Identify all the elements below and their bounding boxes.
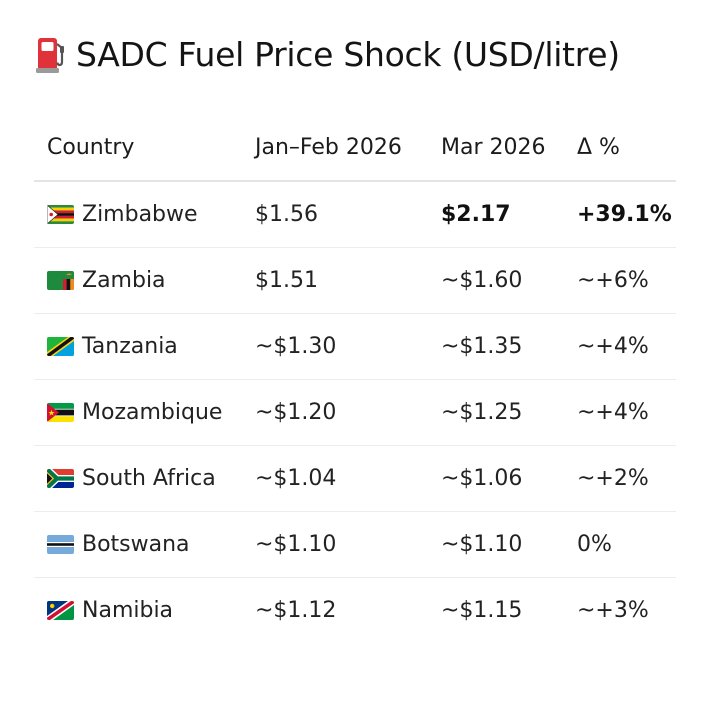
tanzania-flag-icon xyxy=(47,337,74,356)
cell-change-percent: ~+4% xyxy=(564,379,676,446)
table-row: Namibia ~$1.12 ~$1.15 ~+3% xyxy=(34,578,676,644)
table-header-row: Country Jan–Feb 2026 Mar 2026 Δ % xyxy=(34,114,676,182)
cell-jan-feb-price: ~$1.12 xyxy=(255,598,337,623)
cell-mar-price: ~$1.10 xyxy=(428,511,564,578)
cell-country: Zimbabwe xyxy=(34,181,242,248)
cell-mar-price: ~$1.15 xyxy=(441,598,523,623)
country-name: Tanzania xyxy=(82,334,178,359)
cell-country: Namibia xyxy=(34,578,242,644)
country-name: Botswana xyxy=(82,532,190,557)
zambia-flag-icon xyxy=(47,271,74,290)
table-row: Zimbabwe $1.56 $2.17 +39.1% xyxy=(34,181,676,248)
botswana-flag-icon xyxy=(47,535,74,554)
cell-jan-feb-price: ~$1.04 xyxy=(242,445,428,512)
cell-country: Tanzania xyxy=(34,313,242,380)
country-name: South Africa xyxy=(82,466,216,491)
column-header: Country xyxy=(34,114,242,182)
country-name: Namibia xyxy=(82,598,174,623)
country-name: Zimbabwe xyxy=(82,202,198,227)
table-row: Tanzania ~$1.30 ~$1.35 ~+4% xyxy=(34,313,676,380)
table-row: South Africa ~$1.04 ~$1.06 ~+2% xyxy=(34,445,676,512)
cell-jan-feb-price: ~$1.10 xyxy=(242,511,428,578)
fuel-pump-icon xyxy=(36,34,66,74)
cell-mar-price: ~$1.06 xyxy=(428,445,564,512)
cell-country: Botswana xyxy=(34,511,242,578)
country-name: Zambia xyxy=(82,268,166,293)
cell-mar-price: $2.17 xyxy=(428,181,564,248)
column-header: Jan–Feb 2026 xyxy=(242,114,428,182)
cell-jan-feb-price: ~$1.20 xyxy=(242,379,428,446)
fuel-price-table: Country Jan–Feb 2026 Mar 2026 Δ % Zimbab… xyxy=(34,114,676,643)
cell-jan-feb-price: $1.51 xyxy=(242,247,428,314)
cell-country: Zambia xyxy=(34,247,242,314)
cell-change-percent: ~+2% xyxy=(564,445,676,512)
cell-change-percent: ~+6% xyxy=(564,247,676,314)
table-row: Zambia $1.51 ~$1.60 ~+6% xyxy=(34,247,676,314)
mozambique-flag-icon xyxy=(47,403,74,422)
cell-mar-price: ~$1.35 xyxy=(428,313,564,380)
zimbabwe-flag-icon xyxy=(47,205,74,224)
cell-jan-feb-price: $1.56 xyxy=(242,181,428,248)
cell-change-percent: ~+4% xyxy=(564,313,676,380)
country-name: Mozambique xyxy=(82,400,223,425)
table-row: Botswana ~$1.10 ~$1.10 0% xyxy=(34,511,676,578)
namibia-flag-icon xyxy=(47,601,74,620)
cell-country: South Africa xyxy=(34,445,242,512)
column-header: Δ % xyxy=(564,114,676,182)
cell-change-percent: ~+3% xyxy=(577,598,649,623)
cell-mar-price: ~$1.25 xyxy=(428,379,564,446)
table-row: Mozambique ~$1.20 ~$1.25 ~+4% xyxy=(34,379,676,446)
south-africa-flag-icon xyxy=(47,469,74,488)
cell-mar-price: ~$1.60 xyxy=(428,247,564,314)
chart-title-row: SADC Fuel Price Shock (USD/litre) xyxy=(36,26,620,82)
chart-title: SADC Fuel Price Shock (USD/litre) xyxy=(76,34,620,74)
cell-jan-feb-price: ~$1.30 xyxy=(242,313,428,380)
cell-change-percent: +39.1% xyxy=(564,181,676,248)
cell-country: Mozambique xyxy=(34,379,242,446)
column-header: Mar 2026 xyxy=(428,114,564,182)
cell-change-percent: 0% xyxy=(564,511,676,578)
